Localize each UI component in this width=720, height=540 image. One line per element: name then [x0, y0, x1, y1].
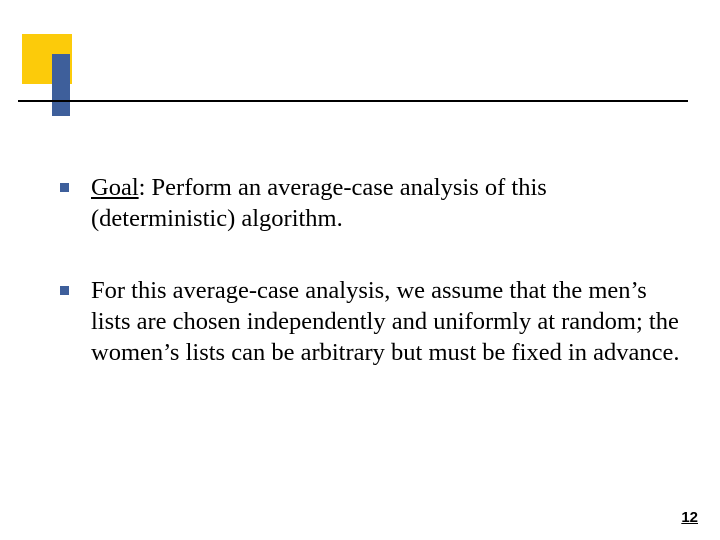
bullet-text: For this average-case analysis, we assum… — [91, 275, 680, 369]
blue-rect-decor — [52, 54, 70, 116]
bullet-item: Goal: Perform an average-case analysis o… — [60, 172, 680, 235]
page-number: 12 — [681, 509, 698, 526]
bullet-marker-icon — [60, 286, 69, 295]
bullet-rest: For this average-case analysis, we assum… — [91, 277, 680, 367]
bullet-item: For this average-case analysis, we assum… — [60, 275, 680, 369]
bullet-lead-underline: Goal — [91, 174, 139, 201]
bullet-text: Goal: Perform an average-case analysis o… — [91, 172, 680, 235]
slide-content: Goal: Perform an average-case analysis o… — [60, 172, 680, 409]
bullet-rest: : Perform an average-case analysis of th… — [91, 174, 547, 232]
bullet-marker-icon — [60, 183, 69, 192]
horizontal-rule — [18, 100, 688, 102]
